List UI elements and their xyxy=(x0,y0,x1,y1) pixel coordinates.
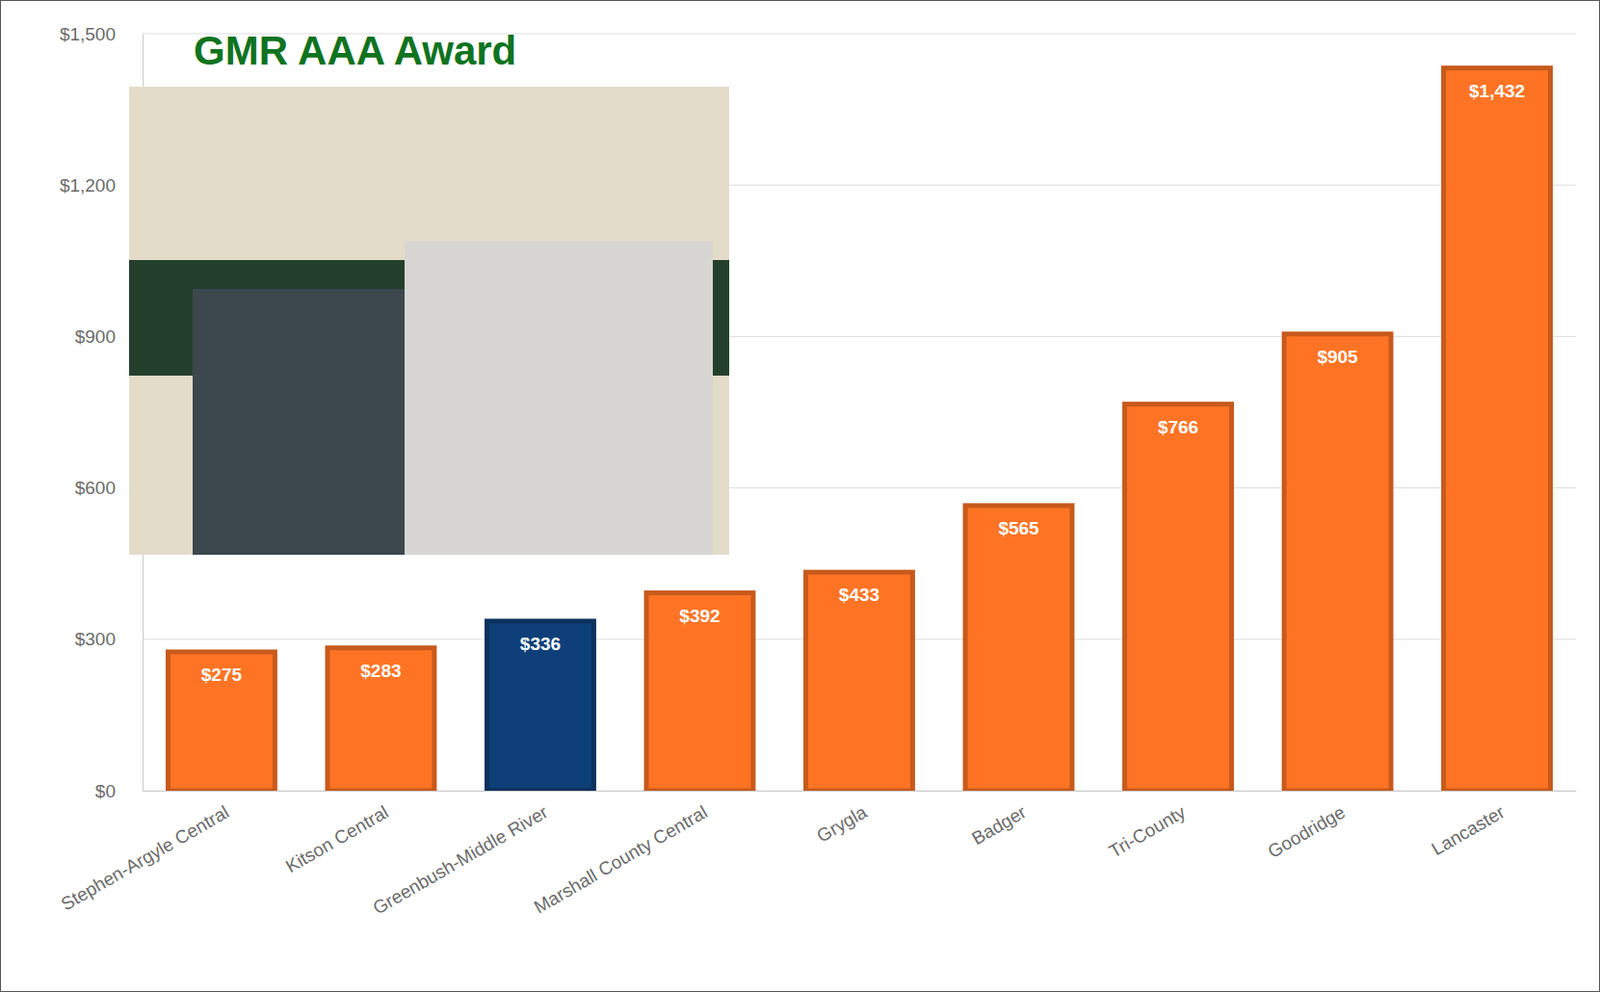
data-label: $905 xyxy=(1316,346,1359,368)
y-tick-label: $600 xyxy=(75,477,116,499)
y-tick-label: $900 xyxy=(75,326,116,347)
bar xyxy=(1443,68,1551,791)
y-tick-label: $0 xyxy=(95,781,116,802)
frame xyxy=(0,0,1600,992)
data-label: $1,432 xyxy=(1468,80,1525,102)
x-tick: Tri-County xyxy=(1105,790,1190,863)
x-tick: Greenbush-Middle River xyxy=(368,790,551,919)
x-axis: Stephen-Argyle Central Kitson CentralGree… xyxy=(57,790,1577,919)
y-tick-label: $1,200 xyxy=(59,175,116,196)
bar xyxy=(965,505,1073,791)
bar xyxy=(806,572,914,791)
y-tick: $1,500 xyxy=(59,24,143,45)
x-tick: Badger xyxy=(968,790,1030,849)
x-tick-label: Stephen-Argyle Central xyxy=(57,801,234,915)
plot-area: $0 $300 $600 $900 $1,200 $1,500 Stephen-Argyle… xyxy=(57,24,1577,919)
chart: $0 $300 $600 $900 $1,200 $1,500 Stephen-Argyle… xyxy=(0,0,1600,992)
x-tick-label: Grygla xyxy=(813,801,870,846)
y-tick: $0 xyxy=(95,781,143,802)
x-tick-label: Marshall County Central xyxy=(530,801,711,918)
photo-person xyxy=(192,288,405,555)
bar xyxy=(646,593,754,791)
x-axis-line xyxy=(143,790,1577,792)
photo-wall xyxy=(129,86,730,555)
x-tick-label: Greenbush-Middle River xyxy=(368,801,551,919)
x-tick-label: Tri-County xyxy=(1105,801,1190,862)
bar xyxy=(1125,404,1233,791)
x-tick: Grygla xyxy=(813,790,870,847)
y-tick-label: $1,500 xyxy=(59,24,116,45)
data-label: $766 xyxy=(1157,417,1199,438)
x-tick-label: Kitson Central xyxy=(282,801,393,877)
photo xyxy=(129,86,730,555)
x-tick: Stephen-Argyle Central xyxy=(57,790,234,915)
y-tick-label: $300 xyxy=(75,629,116,650)
data-label: $392 xyxy=(679,605,720,627)
x-tick-label: Goodridge xyxy=(1264,801,1349,863)
x-tick-label: Lancaster xyxy=(1428,801,1509,860)
bar xyxy=(167,652,275,791)
data-label: $336 xyxy=(520,633,561,655)
x-tick: Marshall County Central xyxy=(530,790,711,919)
x-tick: Goodridge xyxy=(1264,790,1349,863)
data-label: $275 xyxy=(201,664,243,685)
x-tick: Lancaster xyxy=(1428,790,1509,860)
y-tick: $300 xyxy=(75,629,143,650)
bar xyxy=(487,621,595,791)
title: GMR AAA Award xyxy=(193,27,517,74)
data-label: $565 xyxy=(997,518,1040,539)
x-tick: Kitson Central xyxy=(282,790,393,877)
x-tick-label: Badger xyxy=(968,801,1030,849)
bar xyxy=(327,648,435,791)
data-label: $283 xyxy=(360,660,401,682)
data-label: $433 xyxy=(839,584,880,605)
bar xyxy=(1284,334,1391,791)
photo-person xyxy=(404,240,713,555)
